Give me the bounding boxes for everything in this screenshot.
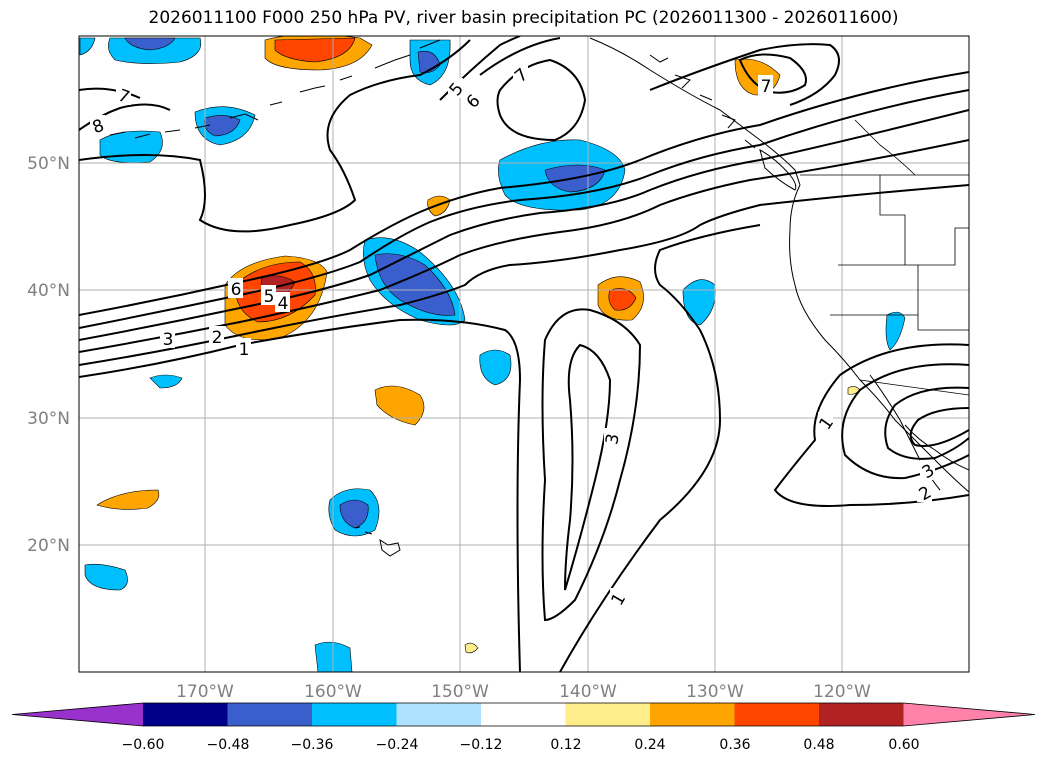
map-frame <box>78 35 970 673</box>
contour-label-backgrounds <box>90 64 935 608</box>
colorbar-extend-high <box>903 703 1035 726</box>
cb-tick-2: −0.48 <box>207 737 250 753</box>
cb-tick-6: 0.12 <box>550 737 581 753</box>
colorbar-ticks: −0.60 −0.48 −0.36 −0.24 −0.12 0.12 0.24 … <box>122 737 920 753</box>
contour-label-2: 2 <box>212 328 223 348</box>
lat-label-50n: 50°N <box>27 154 70 174</box>
contour-label-6: 6 <box>231 280 242 300</box>
contour-label-1: 1 <box>239 340 250 360</box>
lon-labels: 170°W 160°W 150°W 140°W 130°W 120°W <box>176 682 871 702</box>
colorbar-segment <box>565 703 651 726</box>
colorbar <box>11 702 1036 727</box>
cb-tick-7: 0.24 <box>634 737 665 753</box>
colorbar-segment <box>312 703 397 726</box>
contour-label-7c: 7 <box>761 77 772 97</box>
colorbar-segment <box>143 703 228 726</box>
contour-label-3: 3 <box>163 330 174 350</box>
cb-tick-8: 0.36 <box>719 737 750 753</box>
borders <box>800 119 969 396</box>
colorbar-segment <box>734 703 820 726</box>
lat-label-40n: 40°N <box>27 281 70 301</box>
lat-labels: 50°N 40°N 30°N 20°N <box>27 154 70 556</box>
lon-label-120w: 120°W <box>813 682 871 702</box>
cb-tick-10: 0.60 <box>888 737 919 753</box>
colorbar-segment <box>481 703 566 726</box>
colorbar-segment <box>227 703 313 726</box>
contour-label-4: 4 <box>278 294 289 314</box>
cb-tick-4: −0.24 <box>376 737 419 753</box>
lon-label-160w: 160°W <box>304 682 362 702</box>
cb-tick-5: −0.12 <box>460 737 503 753</box>
colorbar-extend-low <box>12 703 143 726</box>
figure-title: 2026011100 F000 250 hPa PV, river basin … <box>148 8 899 28</box>
colorbar-outline <box>11 702 1036 727</box>
lat-label-30n: 30°N <box>27 409 70 429</box>
lon-label-140w: 140°W <box>559 682 617 702</box>
lon-label-130w: 130°W <box>686 682 744 702</box>
lon-label-170w: 170°W <box>176 682 234 702</box>
cb-tick-3: −0.36 <box>291 737 334 753</box>
colorbar-segment <box>396 703 482 726</box>
colorbar-segment <box>819 703 904 726</box>
lon-label-150w: 150°W <box>431 682 489 702</box>
cb-tick-9: 0.48 <box>803 737 834 753</box>
contour-label-3c: 3 <box>602 432 624 446</box>
lat-label-20n: 20°N <box>27 536 70 556</box>
cb-tick-1: −0.60 <box>122 737 165 753</box>
map-panel: 1 2 3 4 5 6 7 8 1 3 1 2 3 5 6 7 7 <box>79 36 969 672</box>
colorbar-segment <box>650 703 735 726</box>
contour-label-5: 5 <box>264 287 275 307</box>
